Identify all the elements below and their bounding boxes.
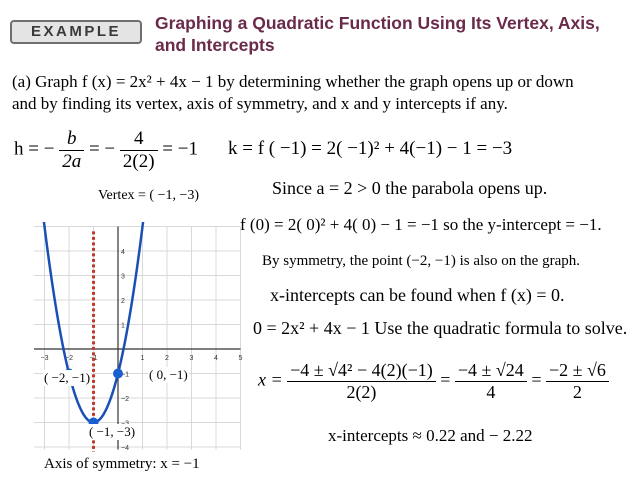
- formula-x-eq: x =: [258, 369, 283, 390]
- y-tick-label: −4: [121, 445, 129, 452]
- x-tick-label: 3: [190, 355, 194, 362]
- h-frac-den: 2a: [62, 150, 82, 172]
- axes: [34, 226, 241, 450]
- quadratic-eq-text: 0 = 2x² + 4x − 1 Use the quadratic formu…: [253, 318, 628, 338]
- h-lhs: h = −: [14, 138, 55, 160]
- point-label-neg2-neg1: ( −2, −1): [43, 370, 92, 386]
- y-tick-label: 1: [121, 323, 125, 330]
- h-frac2-den: 2(2): [122, 150, 155, 172]
- x-intercept-text: x-intercepts can be found when f (x) = 0…: [270, 285, 565, 305]
- symmetry-text: By symmetry, the point (−2, −1) is also …: [262, 253, 580, 269]
- plotted-point: [113, 368, 123, 379]
- x-tick-label: −3: [41, 355, 49, 362]
- h-eq1: = −: [88, 138, 116, 160]
- x-tick-label: 1: [141, 355, 145, 362]
- formula-den3: 2: [572, 381, 582, 402]
- formula-den1: 2(2): [346, 381, 377, 402]
- formula-eq2: =: [440, 369, 451, 390]
- k-equation: k = f ( −1) = 2( −1)² + 4(−1) − 1 = −3: [228, 138, 513, 159]
- formula-num3: −2 ± √6: [545, 360, 609, 382]
- y-tick-label: −1: [121, 372, 129, 379]
- h-frac-num: b: [59, 128, 85, 151]
- x-tick-label: −2: [65, 355, 73, 362]
- h-frac2-num: 4: [119, 128, 158, 151]
- formula-den2: 4: [486, 381, 496, 402]
- vertex-text: Vertex = ( −1, −3): [98, 188, 200, 203]
- axis-of-symmetry-text: Axis of symmetry: x = −1: [44, 456, 200, 472]
- point-label-0-neg1: ( 0, −1): [148, 367, 189, 383]
- x-tick-label: 4: [214, 355, 218, 362]
- quadratic-formula: x = −4 ± √4² − 4(2)(−1) 2(2) = −4 ± √24 4 …: [258, 360, 609, 402]
- h-result: = −1: [162, 138, 198, 160]
- y-tick-label: −2: [121, 396, 129, 403]
- formula-num1: −4 ± √4² − 4(2)(−1): [287, 360, 436, 382]
- y-tick-label: 2: [121, 298, 125, 305]
- formula-num2: −4 ± √24: [454, 360, 527, 382]
- x-intercepts-approx: x-intercepts ≈ 0.22 and − 2.22: [328, 426, 533, 445]
- title-line-2: and Intercepts: [155, 35, 275, 55]
- y-intercept-text: f (0) = 2( 0)² + 4( 0) − 1 = −1 so the y…: [240, 215, 602, 234]
- example-badge: EXAMPLE: [10, 20, 142, 44]
- h-equation: h = − b 2a = − 4 2(2) = −1: [14, 128, 198, 173]
- x-tick-label: 5: [239, 355, 243, 362]
- point-label-vertex: ( −1, −3): [88, 424, 137, 440]
- opens-up-text: Since a = 2 > 0 the parabola opens up.: [272, 178, 548, 198]
- y-tick-label: 4: [121, 249, 125, 256]
- x-tick-label: 2: [165, 355, 169, 362]
- y-tick-label: 3: [121, 274, 125, 281]
- page-title: Graphing a Quadratic Function Using Its …: [155, 12, 635, 56]
- formula-eq3: =: [531, 369, 542, 390]
- problem-line-1: (a) Graph f (x) = 2x² + 4x − 1 by determ…: [12, 72, 574, 91]
- title-line-1: Graphing a Quadratic Function Using Its …: [155, 13, 600, 33]
- problem-line-2: and by finding its vertex, axis of symme…: [12, 94, 508, 113]
